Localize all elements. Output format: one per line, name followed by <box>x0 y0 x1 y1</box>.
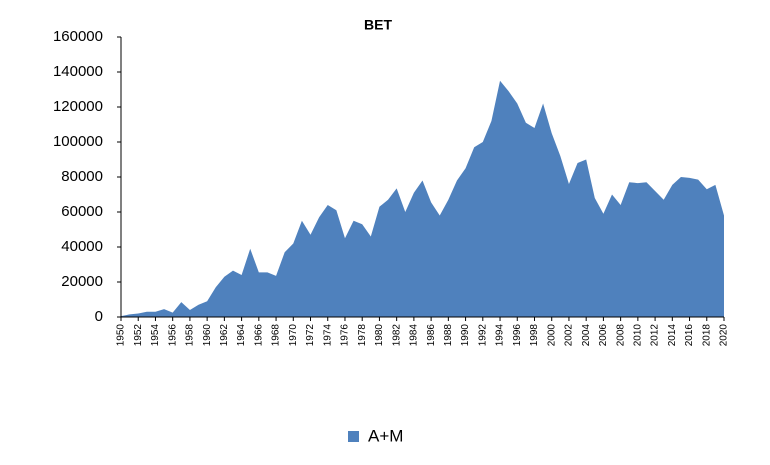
x-tick-label: 2004 <box>581 324 592 347</box>
area <box>121 80 724 317</box>
x-tick-label: 2018 <box>701 324 712 347</box>
x-tick-label: 1992 <box>477 324 488 347</box>
x-tick-label: 1980 <box>374 324 385 347</box>
x-tick-label: 1962 <box>219 324 230 347</box>
x-tick-label: 1982 <box>391 324 402 347</box>
legend-swatch <box>348 431 359 442</box>
x-tick-label: 2008 <box>615 324 626 347</box>
x-tick-label: 1960 <box>202 324 213 347</box>
x-tick-label: 2016 <box>684 324 695 347</box>
x-tick-label: 1990 <box>460 324 471 347</box>
x-tick-label: 1998 <box>529 324 540 347</box>
x-tick-label: 1986 <box>426 324 437 347</box>
x-tick-label: 1968 <box>271 324 282 347</box>
x-tick-label: 1978 <box>357 324 368 347</box>
y-tick-label: 60000 <box>61 203 103 220</box>
x-tick-label: 1976 <box>340 324 351 347</box>
x-tick-label: 2010 <box>632 324 643 347</box>
chart-title: BET <box>364 17 392 33</box>
y-tick-label: 120000 <box>53 98 103 115</box>
x-tick-label: 1996 <box>512 324 523 347</box>
x-tick-label: 1988 <box>443 324 454 347</box>
y-tick-label: 0 <box>95 308 103 325</box>
x-tick-label: 1966 <box>253 324 264 347</box>
x-tick-label: 2000 <box>546 324 557 347</box>
y-tick-label: 100000 <box>53 133 103 150</box>
x-tick-label: 2002 <box>564 324 575 347</box>
x-tick-label: 1974 <box>322 324 333 347</box>
x-tick-label: 1952 <box>133 324 144 347</box>
x-tick-label: 1950 <box>116 324 127 347</box>
legend-label: A+M <box>368 426 403 445</box>
x-tick-label: 1954 <box>150 324 161 347</box>
y-tick-label: 80000 <box>61 168 103 185</box>
y-tick-label: 40000 <box>61 238 103 255</box>
x-tick-label: 1956 <box>167 324 178 347</box>
x-tick-label: 2012 <box>650 324 661 347</box>
x-tick-label: 1984 <box>409 324 420 347</box>
x-tick-label: 2020 <box>719 324 730 347</box>
x-tick-label: 2006 <box>598 324 609 347</box>
x-tick-label: 1970 <box>288 324 299 347</box>
y-tick-label: 140000 <box>53 63 103 80</box>
x-tick-label: 1994 <box>495 324 506 347</box>
x-tick-label: 1958 <box>185 324 196 347</box>
x-tick-label: 2014 <box>667 324 678 347</box>
x-tick-label: 1964 <box>236 324 247 347</box>
x-tick-label: 1972 <box>305 324 316 347</box>
y-tick-label: 160000 <box>53 28 103 45</box>
y-tick-label: 20000 <box>61 273 103 290</box>
